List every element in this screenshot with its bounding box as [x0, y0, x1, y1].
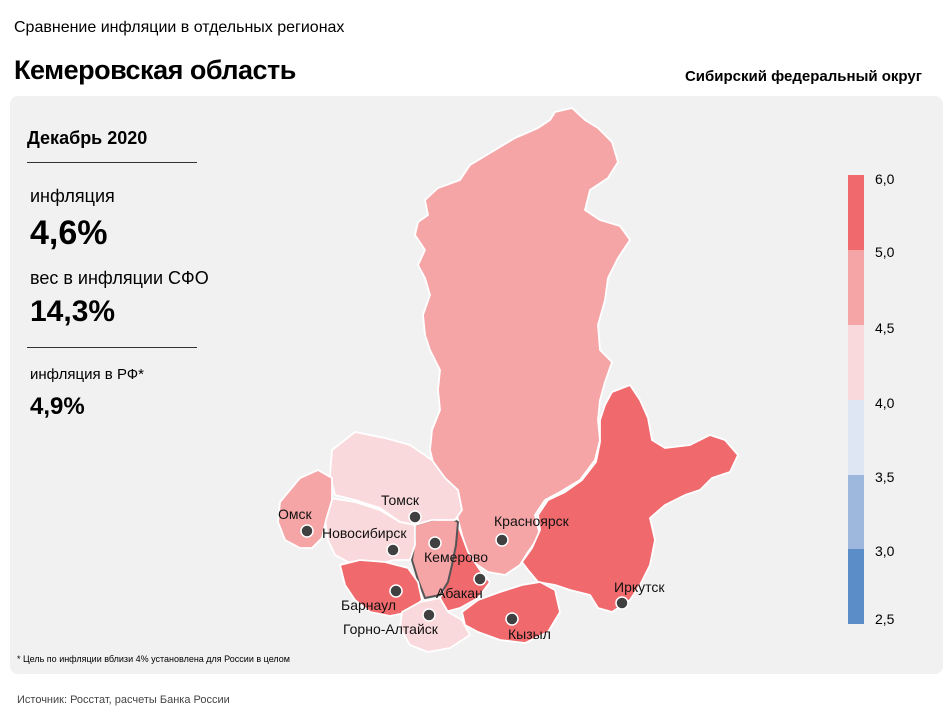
supertitle: Сравнение инфляции в отдельных регионах [14, 19, 345, 36]
region-altai-republic[interactable] [399, 597, 471, 653]
region-tomsk[interactable] [329, 431, 463, 526]
footnote: * Цель по инфляции вблизи 4% установлена… [17, 654, 290, 664]
legend-tick: 3,5 [875, 469, 895, 485]
weight-label: вес в инфляции СФО [30, 268, 209, 288]
page-title: Кемеровская область [14, 55, 296, 85]
legend-tick: 6,0 [875, 171, 895, 187]
source-note: Источник: Росстат, расчеты Банка России [17, 694, 230, 706]
city-marker[interactable] [428, 536, 442, 550]
city-marker[interactable] [505, 612, 519, 626]
city-label: Кемерово [424, 549, 488, 565]
weight-value: 14,3% [30, 295, 116, 328]
rf-inflation-value: 4,9% [30, 393, 85, 420]
city-label: Барнаул [341, 597, 396, 613]
divider [27, 347, 197, 348]
city-marker[interactable] [495, 533, 509, 547]
divider [27, 162, 197, 163]
legend-tick: 4,0 [875, 395, 895, 411]
legend-swatch [848, 175, 864, 250]
city-marker[interactable] [408, 510, 422, 524]
legend-swatch [848, 549, 864, 624]
city-label: Иркутск [614, 579, 665, 595]
rf-inflation-label: инфляция в РФ* [30, 366, 145, 383]
city-label: Кызыл [508, 626, 551, 642]
city-label: Новосибирск [322, 525, 407, 541]
region-krasnoyarsk[interactable] [414, 107, 631, 576]
city-label: Томск [381, 492, 420, 508]
city-label: Абакан [436, 585, 483, 601]
district-label: Сибирский федеральный округ [684, 68, 922, 85]
city-marker[interactable] [473, 572, 487, 586]
legend-swatch [848, 475, 864, 549]
city-marker[interactable] [422, 608, 436, 622]
legend-tick: 4,5 [875, 320, 895, 336]
city-label: Красноярск [494, 513, 570, 529]
region-omsk[interactable] [277, 469, 333, 549]
legend-tick: 3,0 [875, 543, 895, 559]
city-marker[interactable] [615, 596, 629, 610]
legend-swatch [848, 400, 864, 475]
legend-swatch [848, 250, 864, 325]
city-marker[interactable] [300, 524, 314, 538]
inflation-value: 4,6% [30, 214, 108, 252]
city-marker[interactable] [389, 584, 403, 598]
legend-tick: 5,0 [875, 244, 895, 260]
city-label: Омск [278, 506, 313, 522]
city-marker[interactable] [386, 543, 400, 557]
inflation-label: инфляция [30, 186, 115, 206]
region-irkutsk[interactable] [521, 384, 739, 613]
city-label: Горно-Алтайск [343, 621, 439, 637]
legend-swatch [848, 325, 864, 400]
period-label: Декабрь 2020 [27, 128, 148, 148]
legend-tick: 2,5 [875, 611, 895, 627]
